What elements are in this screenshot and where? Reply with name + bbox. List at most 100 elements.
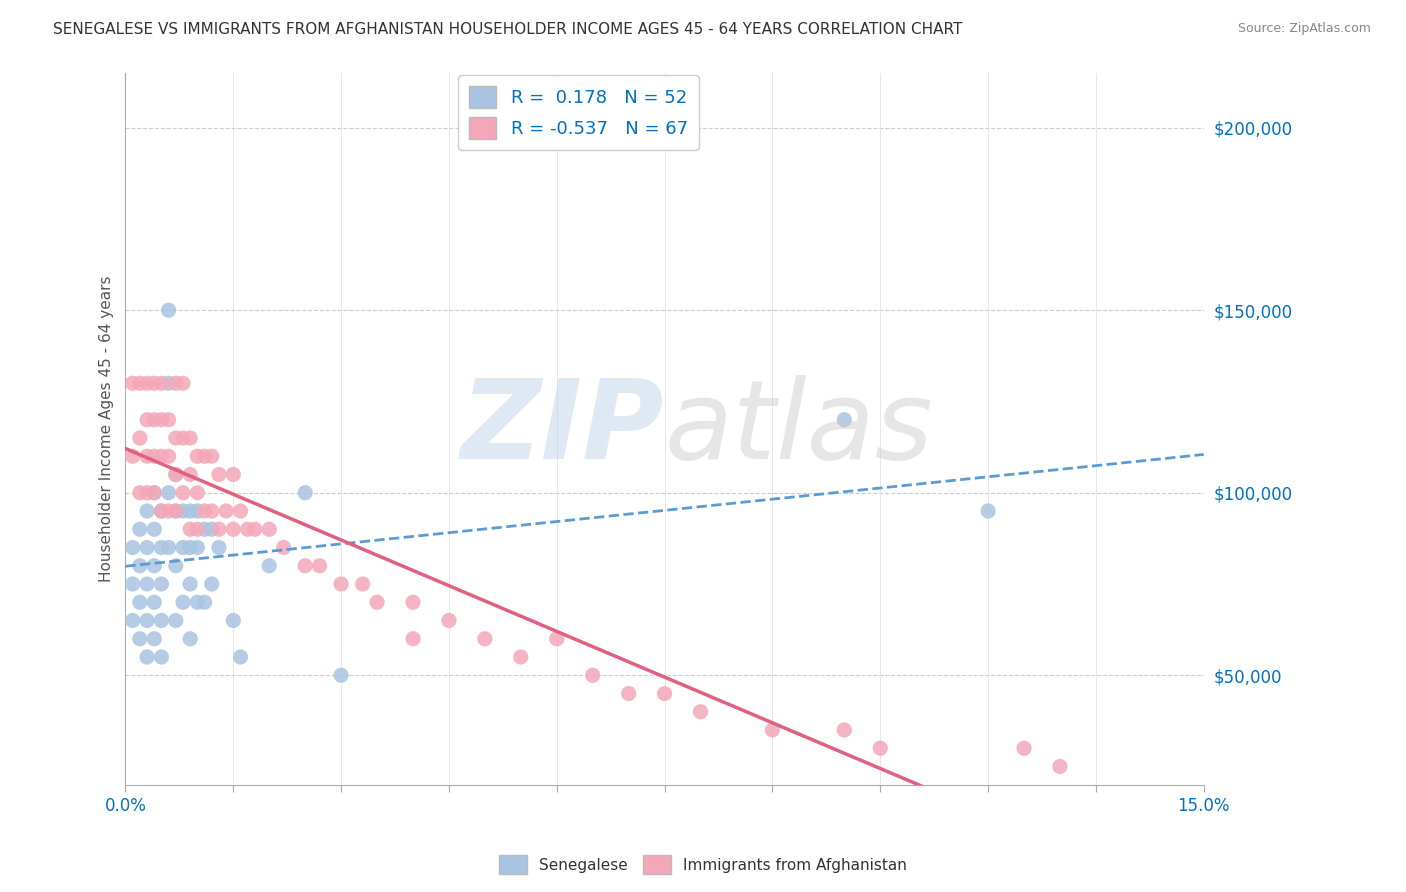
- Legend: R =  0.178   N = 52, R = -0.537   N = 67: R = 0.178 N = 52, R = -0.537 N = 67: [458, 75, 699, 150]
- Point: [474, 632, 496, 646]
- Point: [243, 522, 266, 536]
- Point: [157, 485, 180, 500]
- Point: [257, 558, 280, 573]
- Point: [582, 668, 605, 682]
- Point: [236, 522, 259, 536]
- Point: [165, 467, 187, 482]
- Point: [654, 686, 676, 700]
- Point: [121, 614, 143, 628]
- Point: [257, 522, 280, 536]
- Point: [136, 577, 159, 591]
- Point: [193, 504, 215, 518]
- Point: [157, 504, 180, 518]
- Point: [172, 595, 194, 609]
- Point: [150, 504, 173, 518]
- Point: [165, 504, 187, 518]
- Point: [1012, 741, 1035, 756]
- Point: [366, 595, 388, 609]
- Point: [143, 558, 166, 573]
- Point: [121, 577, 143, 591]
- Point: [121, 541, 143, 555]
- Text: atlas: atlas: [665, 376, 934, 483]
- Point: [761, 723, 783, 737]
- Point: [150, 577, 173, 591]
- Point: [186, 522, 208, 536]
- Point: [977, 504, 1000, 518]
- Point: [330, 668, 353, 682]
- Point: [136, 485, 159, 500]
- Point: [546, 632, 568, 646]
- Point: [136, 541, 159, 555]
- Point: [150, 449, 173, 463]
- Point: [157, 376, 180, 391]
- Point: [136, 449, 159, 463]
- Point: [136, 413, 159, 427]
- Point: [179, 504, 201, 518]
- Point: [1049, 759, 1071, 773]
- Point: [509, 650, 531, 665]
- Point: [150, 541, 173, 555]
- Point: [143, 449, 166, 463]
- Point: [150, 413, 173, 427]
- Point: [208, 522, 231, 536]
- Point: [143, 485, 166, 500]
- Point: [402, 595, 425, 609]
- Point: [143, 595, 166, 609]
- Point: [186, 504, 208, 518]
- Point: [179, 632, 201, 646]
- Point: [869, 741, 891, 756]
- Point: [308, 558, 330, 573]
- Point: [186, 449, 208, 463]
- Point: [172, 485, 194, 500]
- Point: [229, 504, 252, 518]
- Legend: Senegalese, Immigrants from Afghanistan: Senegalese, Immigrants from Afghanistan: [494, 849, 912, 880]
- Point: [437, 614, 460, 628]
- Point: [402, 632, 425, 646]
- Point: [229, 650, 252, 665]
- Point: [201, 504, 224, 518]
- Point: [128, 431, 150, 445]
- Point: [689, 705, 711, 719]
- Text: ZIP: ZIP: [461, 376, 665, 483]
- Point: [352, 577, 374, 591]
- Point: [128, 522, 150, 536]
- Point: [208, 467, 231, 482]
- Point: [172, 376, 194, 391]
- Point: [294, 558, 316, 573]
- Text: Source: ZipAtlas.com: Source: ZipAtlas.com: [1237, 22, 1371, 36]
- Point: [128, 376, 150, 391]
- Point: [172, 504, 194, 518]
- Point: [617, 686, 640, 700]
- Point: [193, 595, 215, 609]
- Point: [143, 413, 166, 427]
- Point: [215, 504, 238, 518]
- Point: [136, 650, 159, 665]
- Point: [128, 595, 150, 609]
- Point: [121, 449, 143, 463]
- Point: [208, 541, 231, 555]
- Point: [157, 449, 180, 463]
- Point: [150, 650, 173, 665]
- Point: [136, 504, 159, 518]
- Point: [165, 376, 187, 391]
- Point: [330, 577, 353, 591]
- Point: [179, 431, 201, 445]
- Point: [165, 467, 187, 482]
- Point: [143, 632, 166, 646]
- Point: [222, 522, 245, 536]
- Point: [165, 558, 187, 573]
- Point: [186, 595, 208, 609]
- Point: [179, 577, 201, 591]
- Point: [128, 632, 150, 646]
- Point: [136, 614, 159, 628]
- Point: [165, 614, 187, 628]
- Point: [834, 723, 856, 737]
- Point: [222, 614, 245, 628]
- Point: [222, 467, 245, 482]
- Point: [834, 413, 856, 427]
- Point: [157, 541, 180, 555]
- Point: [143, 376, 166, 391]
- Point: [150, 614, 173, 628]
- Point: [172, 541, 194, 555]
- Point: [186, 485, 208, 500]
